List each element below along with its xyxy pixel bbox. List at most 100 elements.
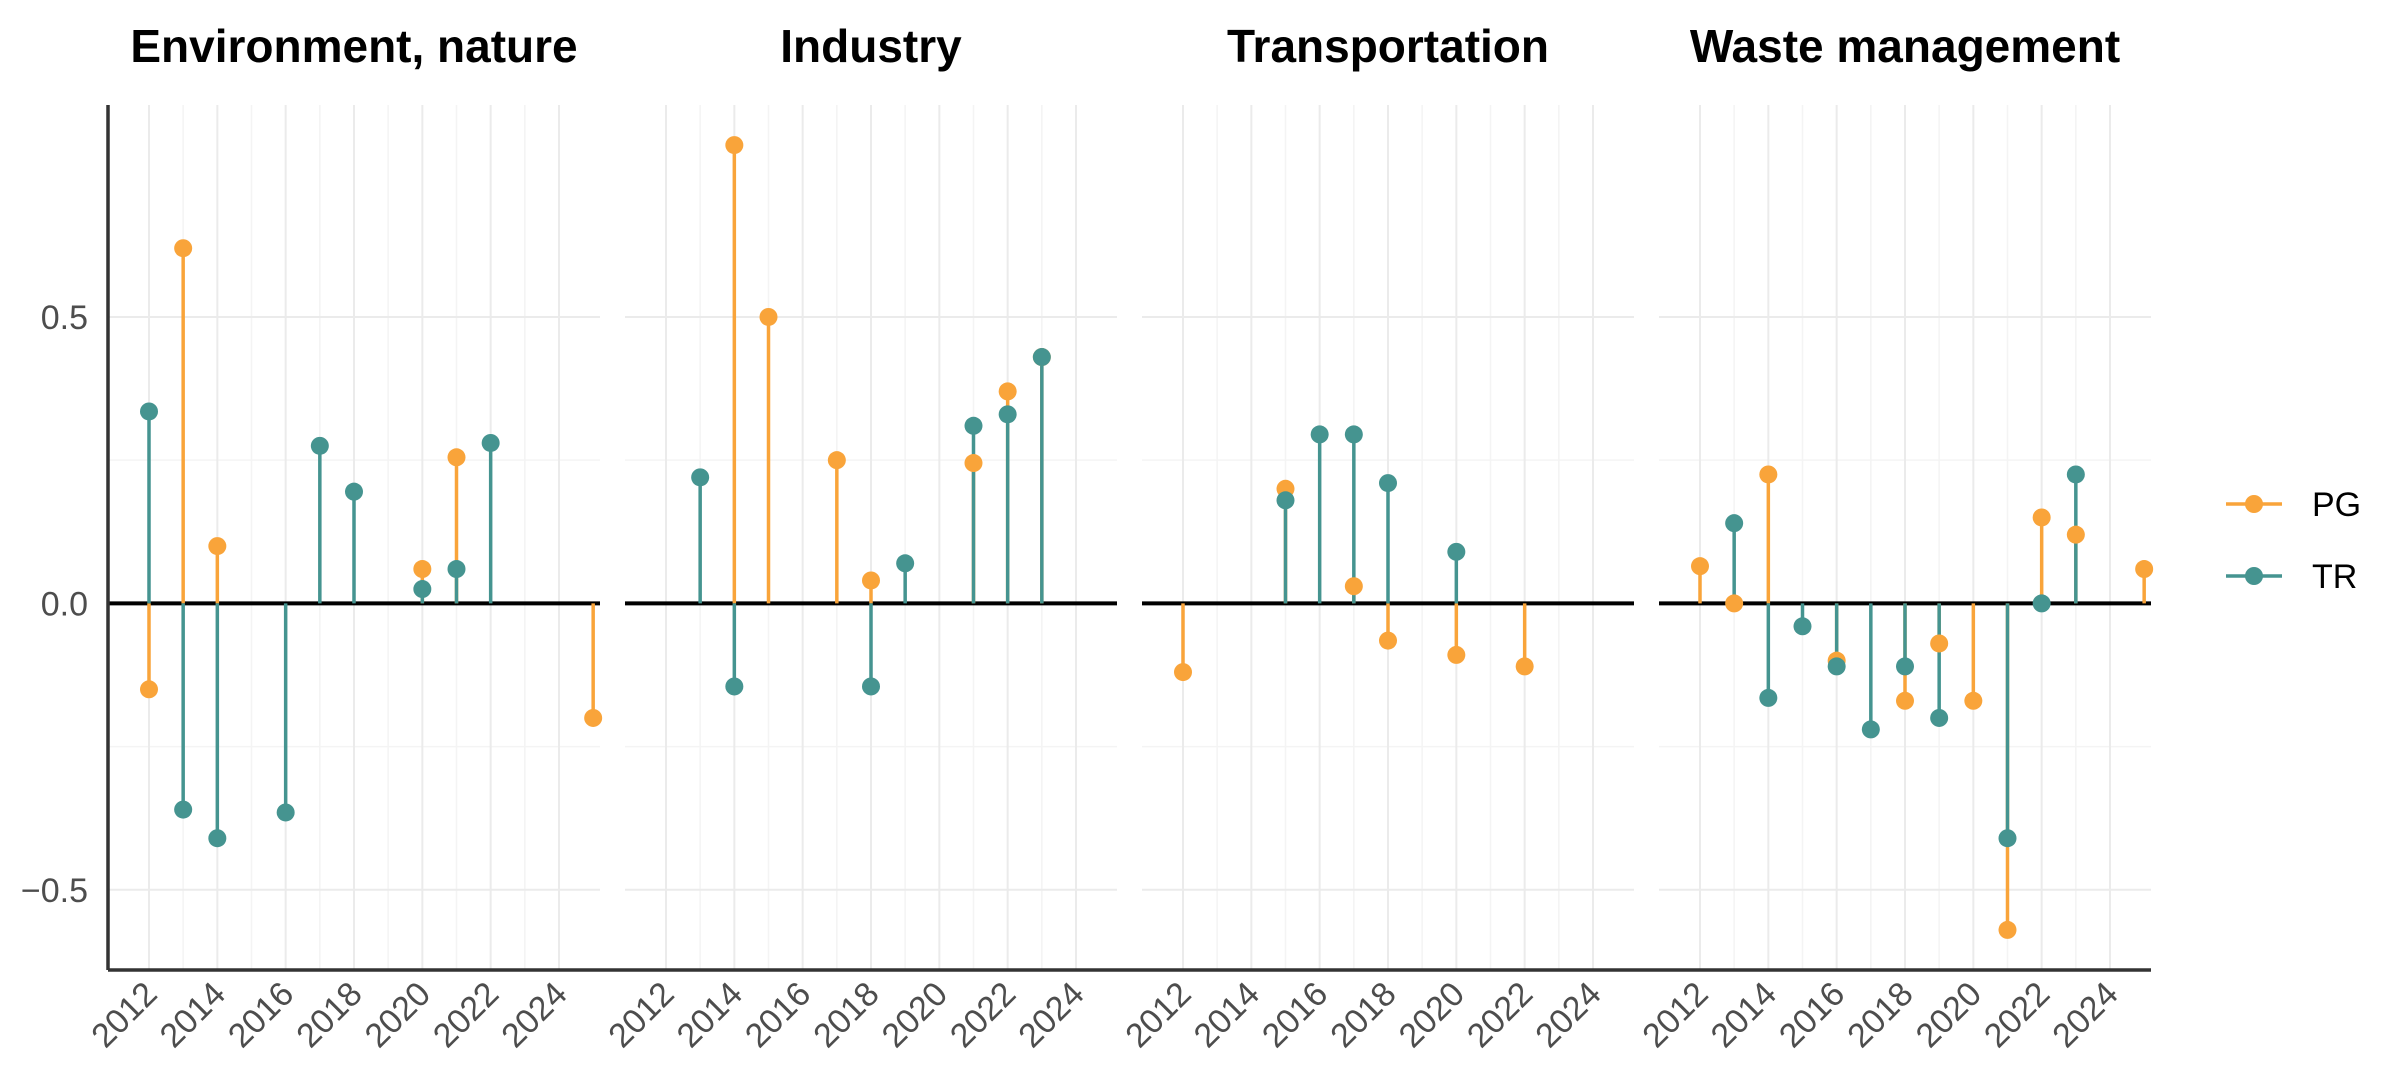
point-tr xyxy=(1861,720,1880,739)
x-tick-label: 2012 xyxy=(1635,975,1715,1055)
y-tick-label: 0.5 xyxy=(41,299,88,337)
point-tr xyxy=(998,405,1017,424)
facet-title-industry: Industry xyxy=(780,20,962,72)
point-pg xyxy=(208,537,227,556)
point-pg xyxy=(447,448,466,467)
point-pg xyxy=(1174,663,1192,682)
point-tr xyxy=(1276,491,1295,510)
x-tick-label: 2016 xyxy=(1255,975,1335,1055)
x-tick-label: 2018 xyxy=(806,975,886,1055)
point-tr xyxy=(896,554,915,573)
legend-label-tr: TR xyxy=(2312,558,2357,596)
x-tick-label: 2020 xyxy=(875,975,955,1055)
x-tick-label: 2016 xyxy=(1772,975,1852,1055)
x-tick-label: 2022 xyxy=(426,975,506,1055)
point-tr xyxy=(1310,425,1329,444)
x-tick-label: 2012 xyxy=(84,975,164,1055)
point-tr xyxy=(691,468,710,487)
x-tick-label: 2024 xyxy=(2045,975,2125,1055)
x-tick-label: 2014 xyxy=(1187,975,1267,1055)
point-pg xyxy=(1344,577,1363,596)
x-tick-label: 2024 xyxy=(494,975,574,1055)
point-pg xyxy=(998,382,1017,401)
point-tr xyxy=(310,436,329,455)
point-tr xyxy=(1344,425,1363,444)
point-tr xyxy=(2032,594,2051,613)
x-tick-label: 2018 xyxy=(1840,975,1920,1055)
point-pg xyxy=(827,451,846,470)
point-pg xyxy=(862,571,880,590)
point-pg xyxy=(759,307,778,326)
x-tick-label: 2016 xyxy=(738,975,818,1055)
point-pg xyxy=(1379,631,1397,650)
point-pg xyxy=(1691,557,1709,576)
point-tr xyxy=(725,677,744,696)
y-tick-label: 0.0 xyxy=(41,585,88,623)
legend-label-pg: PG xyxy=(2312,486,2361,524)
point-tr xyxy=(1759,688,1778,707)
facet-title-environment-nature: Environment, nature xyxy=(130,20,577,72)
point-tr xyxy=(1930,708,1949,727)
point-tr xyxy=(1896,657,1914,676)
legend-key-point-tr xyxy=(2245,567,2263,585)
legend[interactable]: PG TR xyxy=(2226,486,2361,596)
point-tr xyxy=(447,560,466,579)
x-tick-label: 2022 xyxy=(1977,975,2057,1055)
point-pg xyxy=(725,136,744,155)
point-tr xyxy=(1827,657,1846,676)
point-tr xyxy=(174,800,193,819)
point-tr xyxy=(140,402,158,421)
point-tr xyxy=(1998,829,2017,848)
x-tick-label: 2018 xyxy=(289,975,369,1055)
point-tr xyxy=(1793,617,1812,636)
point-tr xyxy=(862,677,880,696)
point-pg xyxy=(1759,465,1778,484)
x-tick-label: 2012 xyxy=(1118,975,1198,1055)
x-tick-label: 2018 xyxy=(1323,975,1403,1055)
point-tr xyxy=(2066,465,2085,484)
x-tick-label: 2016 xyxy=(221,975,301,1055)
point-pg xyxy=(2032,508,2051,527)
x-tick-label: 2014 xyxy=(670,975,750,1055)
x-tick-label: 2020 xyxy=(1909,975,1989,1055)
point-pg xyxy=(1964,691,1983,710)
point-tr xyxy=(1379,474,1397,493)
legend-key-point-pg xyxy=(2245,495,2263,513)
stems xyxy=(147,145,2146,930)
point-tr xyxy=(1447,542,1466,561)
x-tick-label: 2014 xyxy=(153,975,233,1055)
x-tick-label: 2020 xyxy=(358,975,438,1055)
point-pg xyxy=(1998,920,2017,939)
point-pg xyxy=(584,708,603,727)
point-tr xyxy=(964,416,983,435)
point-pg xyxy=(1447,645,1466,664)
point-pg xyxy=(1896,691,1914,710)
x-tick-label: 2024 xyxy=(1011,975,1091,1055)
point-pg xyxy=(2066,525,2085,544)
point-tr xyxy=(345,482,363,501)
facet-title-waste-management: Waste management xyxy=(1690,20,2120,72)
point-tr xyxy=(208,829,227,848)
x-tick-label: 2022 xyxy=(943,975,1023,1055)
x-tick-label: 2024 xyxy=(1528,975,1608,1055)
point-tr xyxy=(413,580,432,599)
point-tr xyxy=(276,803,295,822)
x-tick-label: 2022 xyxy=(1460,975,1540,1055)
point-tr xyxy=(1032,348,1051,367)
point-pg xyxy=(1930,634,1949,653)
point-pg xyxy=(964,454,983,473)
point-pg xyxy=(140,680,158,699)
point-tr xyxy=(481,433,500,452)
grid-layer xyxy=(108,105,2151,970)
facet-title-transportation: Transportation xyxy=(1227,20,1549,72)
x-tick-label: 2014 xyxy=(1704,975,1784,1055)
x-tick-label: 2012 xyxy=(601,975,681,1055)
y-tick-label: −0.5 xyxy=(21,872,88,910)
axes xyxy=(106,105,2151,972)
x-tick-label: 2020 xyxy=(1392,975,1472,1055)
point-tr xyxy=(1725,514,1744,533)
labels: Environment, nature201220142016201820202… xyxy=(21,20,2126,1055)
point-pg xyxy=(174,239,193,258)
point-pg xyxy=(1515,657,1534,676)
